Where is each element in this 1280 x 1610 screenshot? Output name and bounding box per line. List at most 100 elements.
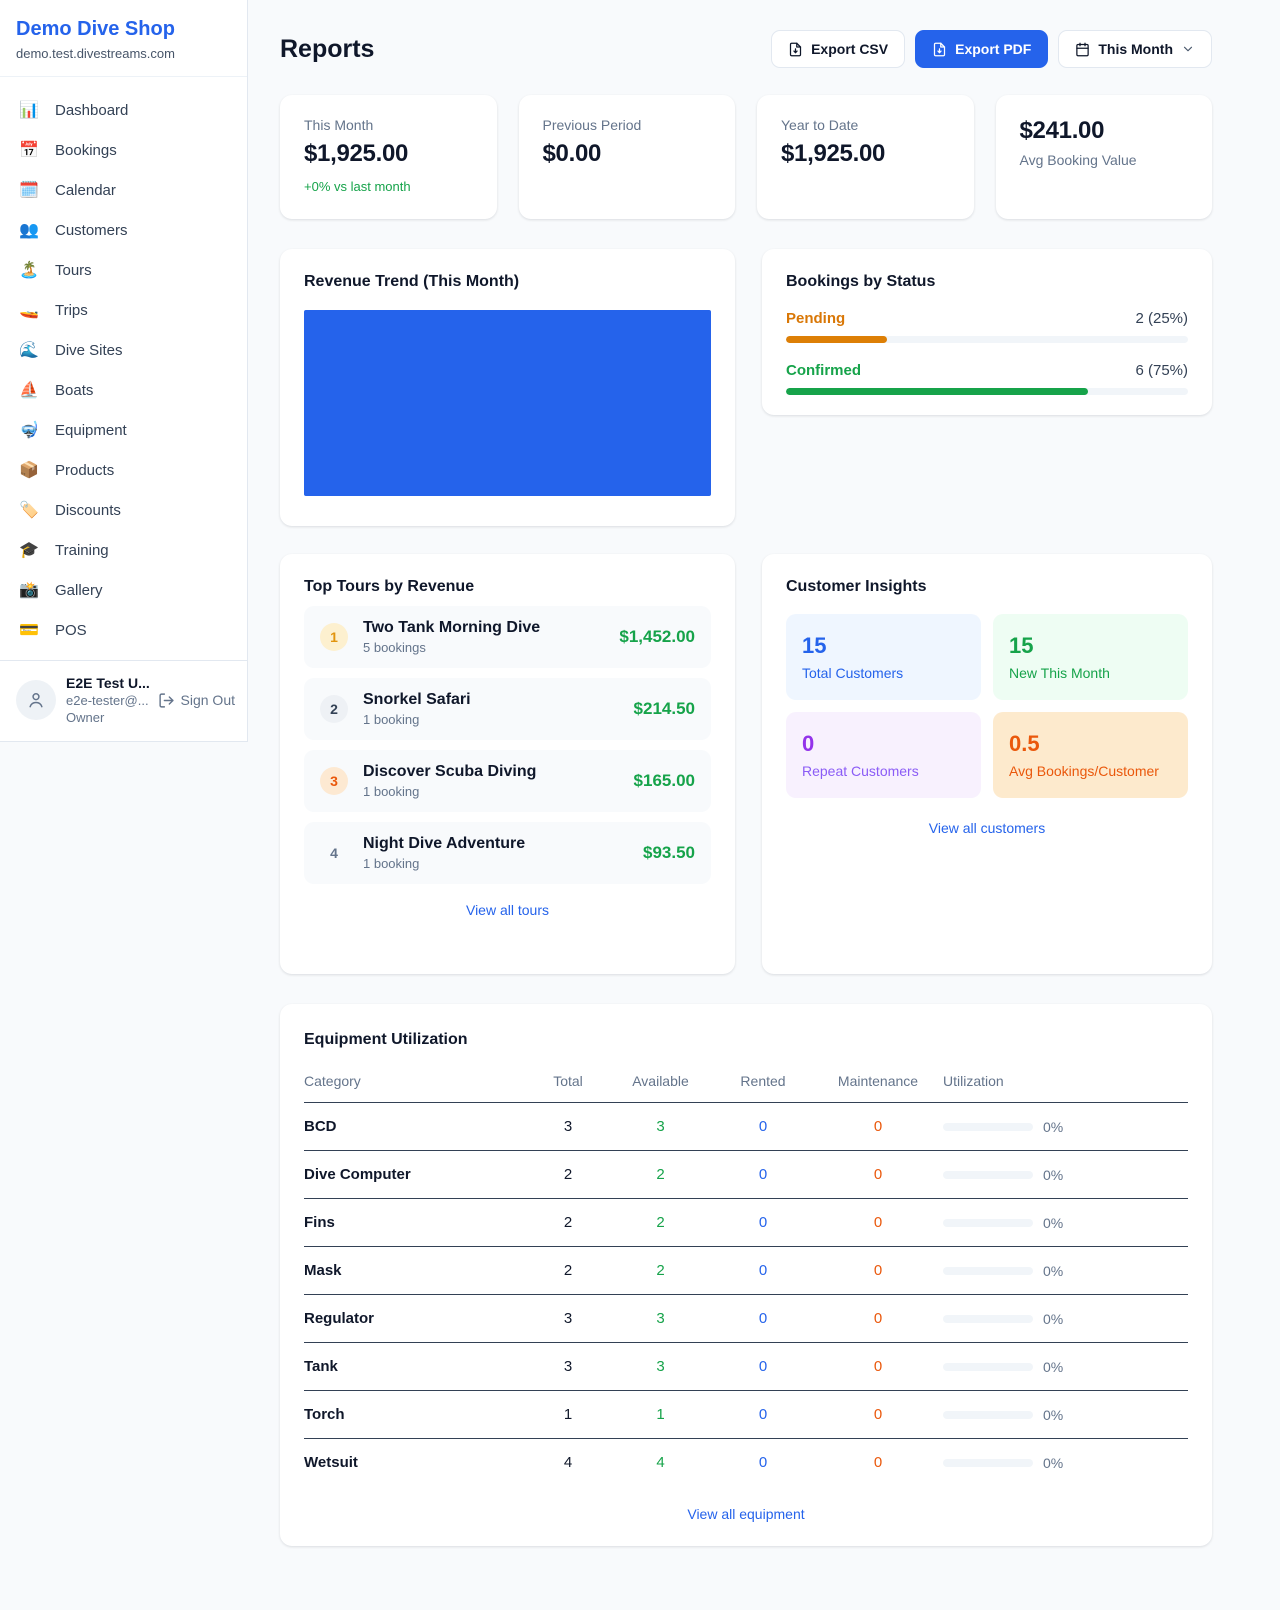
status-label: Confirmed: [786, 362, 861, 379]
cell-category: BCD: [304, 1118, 337, 1135]
cell-rented: 0: [758, 1406, 768, 1423]
sidebar-item-label: Bookings: [55, 141, 117, 159]
sidebar-item-label: Customers: [55, 221, 128, 239]
tile-value: 15: [802, 633, 827, 658]
status-bar-track: [786, 336, 1188, 343]
tile-repeat-customers: 0 Repeat Customers: [786, 712, 981, 798]
cell-utilization: 0%: [943, 1151, 1188, 1199]
stat-label: Avg Booking Value: [1019, 152, 1137, 168]
cell-available: 2: [656, 1262, 665, 1279]
tour-item: 3 Discover Scuba Diving 1 booking $165.0…: [304, 750, 711, 812]
page-header: Reports Export CSV Export PDF This Month: [280, 30, 1212, 68]
bookings-by-status-card: Bookings by Status Pending 2 (25%) Confi…: [762, 249, 1212, 415]
sidebar-item-products[interactable]: 📦 Products: [0, 450, 247, 490]
utilization-percent: 0%: [1043, 1166, 1064, 1183]
sidebar-item-discounts[interactable]: 🏷️ Discounts: [0, 490, 247, 530]
cell-total: 2: [563, 1166, 573, 1183]
tour-name: Snorkel Safari: [363, 691, 471, 708]
cell-rented: 0: [758, 1310, 768, 1327]
view-all-customers-link[interactable]: View all customers: [928, 820, 1046, 836]
cell-total: 2: [563, 1214, 573, 1231]
revenue-trend-card: Revenue Trend (This Month): [280, 249, 735, 526]
cell-utilization: 0%: [943, 1247, 1188, 1295]
cell-total: 4: [563, 1454, 573, 1471]
cell-rented: 0: [758, 1262, 768, 1279]
period-label: This Month: [1098, 41, 1173, 57]
utilization-percent: 0%: [1043, 1310, 1064, 1327]
speedboat-icon: 🚤: [19, 302, 39, 319]
cell-category: Tank: [304, 1358, 338, 1375]
tile-value: 0: [802, 731, 815, 756]
cell-category: Fins: [304, 1214, 335, 1231]
user-role: Owner: [66, 710, 105, 725]
sidebar-item-label: POS: [55, 621, 87, 639]
tile-label: Total Customers: [802, 665, 904, 681]
stat-label: Previous Period: [542, 117, 642, 133]
cell-maintenance: 0: [873, 1214, 883, 1231]
utilization-percent: 0%: [1043, 1118, 1064, 1135]
sidebar-item-pos[interactable]: 💳 POS: [0, 610, 247, 650]
status-bar-fill: [786, 388, 1088, 395]
top-tours-card: Top Tours by Revenue 1 Two Tank Morning …: [280, 554, 735, 974]
sidebar-item-equipment[interactable]: 🤿 Equipment: [0, 410, 247, 450]
stat-label: Year to Date: [781, 117, 859, 133]
table-header-row: Category Total Available Rented Maintena…: [304, 1065, 1188, 1103]
view-all-equipment-link[interactable]: View all equipment: [687, 1506, 805, 1522]
view-all-tours-link[interactable]: View all tours: [465, 902, 549, 918]
cell-maintenance: 0: [873, 1118, 883, 1135]
avatar: [16, 680, 56, 720]
utilization-bar-track: [943, 1218, 1033, 1227]
sidebar-item-customers[interactable]: 👥 Customers: [0, 210, 247, 250]
sidebar-item-tours[interactable]: 🏝️ Tours: [0, 250, 247, 290]
package-icon: 📦: [19, 462, 39, 479]
tour-name: Two Tank Morning Dive: [363, 619, 541, 636]
sidebar-item-dive-sites[interactable]: 🌊 Dive Sites: [0, 330, 247, 370]
sidebar-item-calendar[interactable]: 🗓️ Calendar: [0, 170, 247, 210]
utilization-bar-track: [943, 1314, 1033, 1323]
cell-utilization: 0%: [943, 1103, 1188, 1151]
stat-card-previous-period: Previous Period $0.00: [518, 95, 735, 219]
chevron-down-icon: [1183, 46, 1193, 52]
rank-badge: 3: [320, 767, 348, 795]
sidebar-item-dashboard[interactable]: 📊 Dashboard: [0, 90, 247, 130]
table-row: Fins 2 2 0 0 0%: [304, 1199, 1188, 1247]
stat-value: $1,925.00: [304, 140, 409, 167]
status-label: Pending: [786, 310, 846, 327]
table-row: Torch 1 1 0 0 0%: [304, 1391, 1188, 1439]
period-select[interactable]: This Month: [1058, 30, 1212, 68]
rank-badge: 4: [330, 845, 338, 861]
tour-info: Discover Scuba Diving 1 booking: [363, 763, 536, 799]
export-pdf-button[interactable]: Export PDF: [915, 30, 1049, 68]
sidebar-item-label: Boats: [55, 381, 94, 399]
col-total: Total: [553, 1073, 583, 1089]
utilization-bar-track: [943, 1170, 1033, 1179]
sidebar-item-gallery[interactable]: 📸 Gallery: [0, 570, 247, 610]
stat-value: $0.00: [542, 140, 602, 167]
col-rented: Rented: [740, 1073, 786, 1089]
col-maintenance: Maintenance: [837, 1073, 919, 1089]
sign-out-button[interactable]: Sign Out: [158, 692, 235, 709]
stat-value: $1,925.00: [781, 140, 886, 167]
cell-available: 3: [656, 1310, 665, 1327]
users-icon: 👥: [19, 222, 39, 239]
tour-revenue: $214.50: [633, 699, 695, 718]
cell-category: Mask: [304, 1262, 342, 1279]
export-csv-button[interactable]: Export CSV: [771, 30, 906, 68]
person-icon: [29, 693, 43, 708]
charts-row: Revenue Trend (This Month) Bookings by S…: [280, 249, 1212, 526]
utilization-cell: 0%: [943, 1407, 1188, 1423]
stat-delta: +0% vs last month: [304, 179, 411, 194]
utilization-cell: 0%: [943, 1311, 1188, 1327]
stat-card-avg-booking-value: $241.00 Avg Booking Value: [995, 95, 1212, 219]
cell-total: 3: [563, 1310, 573, 1327]
cell-category: Regulator: [304, 1310, 375, 1327]
sidebar-item-training[interactable]: 🎓 Training: [0, 530, 247, 570]
equipment-utilization-card: Equipment Utilization Category Total Ava…: [280, 1004, 1212, 1546]
sidebar-item-boats[interactable]: ⛵ Boats: [0, 370, 247, 410]
sign-out-label: Sign Out: [180, 692, 235, 708]
utilization-cell: 0%: [943, 1263, 1188, 1279]
sidebar-item-bookings[interactable]: 📅 Bookings: [0, 130, 247, 170]
sidebar-item-trips[interactable]: 🚤 Trips: [0, 290, 247, 330]
utilization-percent: 0%: [1043, 1406, 1064, 1423]
tour-item: 1 Two Tank Morning Dive 5 bookings $1,45…: [304, 606, 711, 668]
